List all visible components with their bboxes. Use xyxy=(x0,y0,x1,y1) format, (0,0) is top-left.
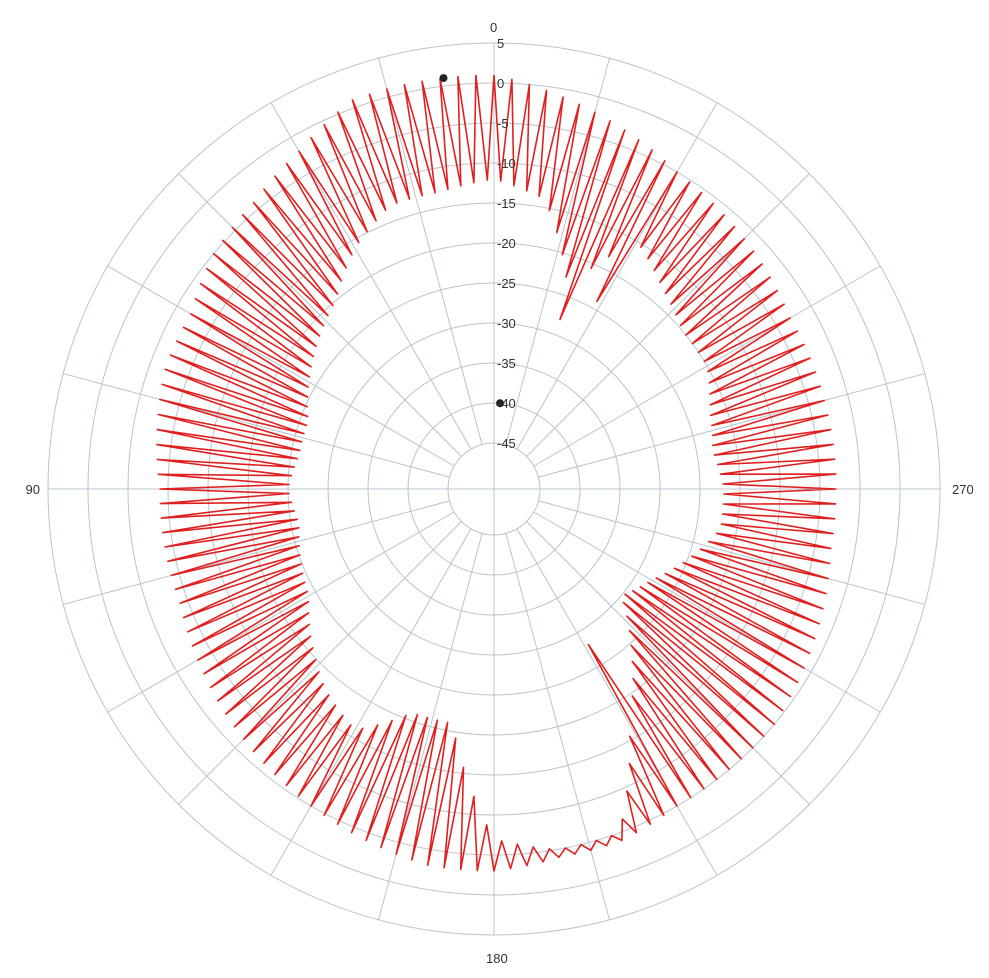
grid-spoke xyxy=(516,102,718,450)
radial-tick-label: -10 xyxy=(497,156,516,171)
angle-labels: 0 90 180 270 xyxy=(26,20,974,966)
radial-tick-label: -5 xyxy=(497,116,509,131)
radial-tick-label: 5 xyxy=(497,36,504,51)
radial-tick-label: -25 xyxy=(497,276,516,291)
grid-spoke xyxy=(526,173,810,457)
angle-label: 270 xyxy=(952,482,974,497)
grid-spoke xyxy=(533,265,881,467)
grid-spoke xyxy=(516,528,718,876)
data-marker xyxy=(439,74,448,83)
radial-tick-label: -45 xyxy=(497,436,516,451)
grid-spoke xyxy=(178,173,462,457)
radial-tick-label: -35 xyxy=(497,356,516,371)
grid-spoke xyxy=(538,373,925,478)
data-marker xyxy=(496,399,504,408)
angle-label: 90 xyxy=(26,482,40,497)
series-layer xyxy=(156,74,837,872)
grid-spoke xyxy=(378,58,483,445)
radial-tick-label: -40 xyxy=(497,396,516,411)
grid-spoke xyxy=(107,265,455,467)
grid-spoke xyxy=(270,528,472,876)
radial-tick-label: -15 xyxy=(497,196,516,211)
angle-label: 0 xyxy=(490,20,497,35)
radial-tick-labels: 5 0 -5 -10 -15 -20 -25 -30 -35 -40 -45 xyxy=(497,36,516,451)
radial-tick-label: 0 xyxy=(497,76,504,91)
grid-spoke xyxy=(526,521,810,805)
grid-spoke xyxy=(107,511,455,713)
grid-spoke xyxy=(505,533,610,920)
grid-spoke xyxy=(178,521,462,805)
grid-spoke xyxy=(63,500,450,605)
radial-tick-label: -30 xyxy=(497,316,516,331)
grid-spoke xyxy=(538,500,925,605)
radial-tick-label: -20 xyxy=(497,236,516,251)
angle-label: 180 xyxy=(486,951,508,966)
grid-spoke xyxy=(533,511,881,713)
grid-spoke xyxy=(378,533,483,920)
grid-spoke xyxy=(63,373,450,478)
series-trace xyxy=(156,74,837,872)
